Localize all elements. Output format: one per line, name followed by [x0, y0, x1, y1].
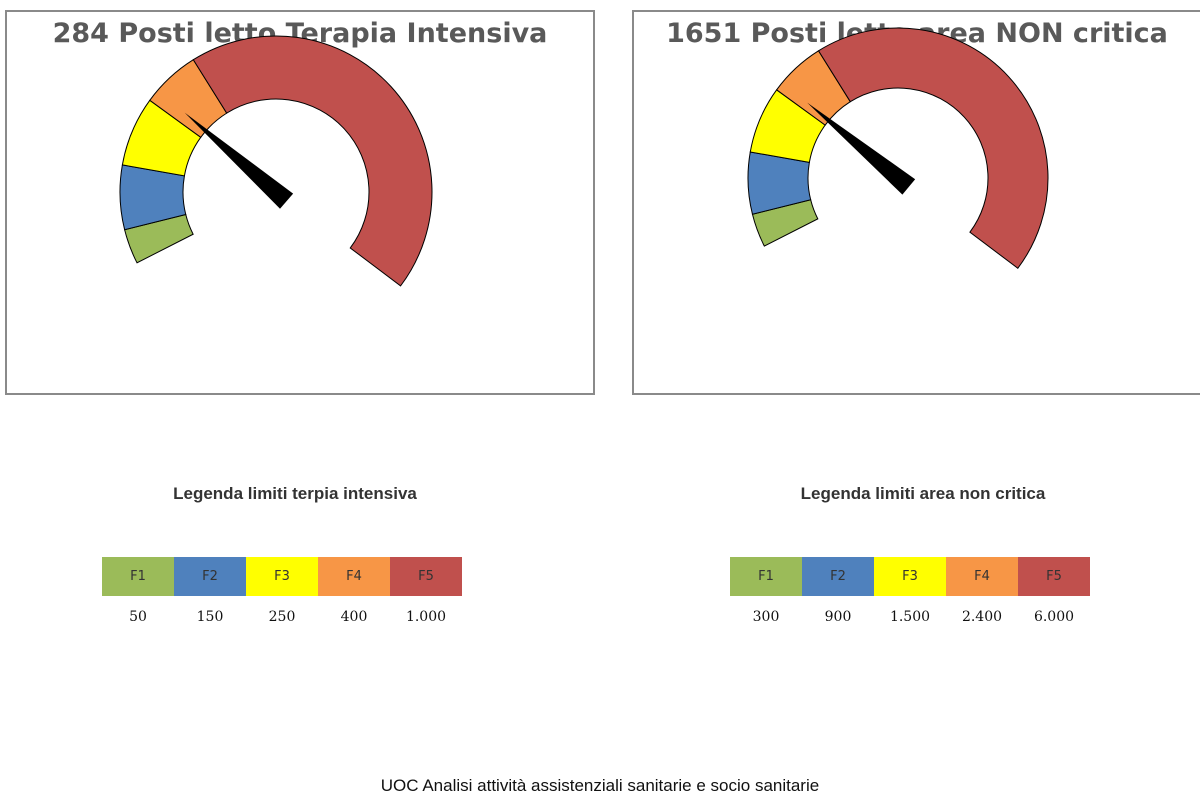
legend-value-f5: 6.000	[1033, 609, 1075, 625]
legend-cell-f1: F1	[102, 557, 174, 596]
legend-label-row: F1 F2 F3 F4 F5	[102, 557, 462, 596]
legend-cell-f4: F4	[318, 557, 390, 596]
legend-value-f3: 1.500	[889, 609, 931, 625]
legend-cell-f1: F1	[730, 557, 802, 596]
legend-value-f4: 2.400	[961, 609, 1003, 625]
legend-label-row: F1 F2 F3 F4 F5	[730, 557, 1090, 596]
legend-cell-f5: F5	[1018, 557, 1090, 596]
gauge-panel-intensive: 284 Posti letto Terapia Intensiva	[5, 10, 595, 395]
gauge-chart-non-critical	[747, 27, 1049, 269]
legend-value-row: 300 900 1.500 2.400 6.000	[730, 596, 1090, 638]
gauge-band-f5	[817, 27, 1049, 269]
legend-value-f2: 900	[824, 609, 852, 625]
legend-table-non-critical: F1 F2 F3 F4 F5 300 900 1.500 2.400 6.000	[730, 557, 1090, 638]
legend-value-row: 50 150 250 400 1.000	[102, 596, 462, 638]
legend-cell-f2: F2	[174, 557, 246, 596]
legend-cell-f3: F3	[246, 557, 318, 596]
legend-title-intensive: Legenda limiti terpia intensiva	[173, 484, 417, 503]
gauge-needle	[807, 102, 916, 195]
legend-value-f1: 300	[752, 609, 780, 625]
gauge-chart-intensive	[119, 35, 433, 287]
legend-value-f3: 250	[268, 609, 296, 625]
legend-title-non-critical: Legenda limiti area non critica	[800, 484, 1046, 503]
legend-value-f4: 400	[340, 609, 368, 625]
legend-cell-f2: F2	[802, 557, 874, 596]
legend-cell-f3: F3	[874, 557, 946, 596]
legend-table-intensive: F1 F2 F3 F4 F5 50 150 250 400 1.000	[102, 557, 462, 638]
footer-text: UOC Analisi attività assistenziali sanit…	[380, 776, 820, 795]
legend-cell-f5: F5	[390, 557, 462, 596]
gauge-panel-non-critical: 1651 Posti letto area NON critica	[632, 10, 1200, 395]
legend-value-f2: 150	[196, 609, 224, 625]
legend-cell-f4: F4	[946, 557, 1018, 596]
legend-value-f5: 1.000	[405, 609, 447, 625]
legend-value-f1: 50	[129, 609, 147, 625]
gauge-band-f5	[192, 35, 433, 287]
gauge-needle	[184, 112, 294, 209]
